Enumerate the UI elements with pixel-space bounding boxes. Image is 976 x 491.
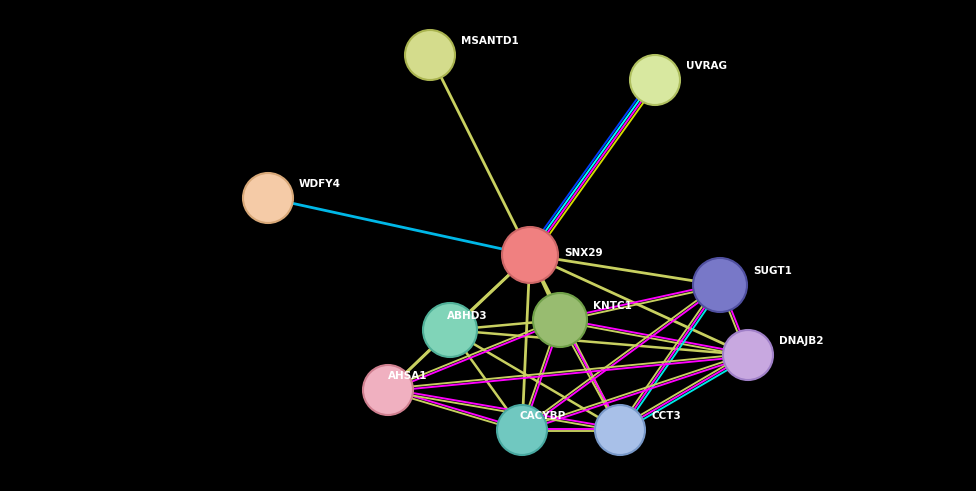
Text: MSANTD1: MSANTD1	[461, 36, 519, 46]
Ellipse shape	[693, 258, 747, 312]
Ellipse shape	[502, 227, 558, 283]
Ellipse shape	[423, 303, 477, 357]
Text: WDFY4: WDFY4	[299, 179, 341, 189]
Text: AHSA1: AHSA1	[388, 371, 427, 381]
Ellipse shape	[533, 293, 587, 347]
Text: CACYBP: CACYBP	[519, 411, 565, 421]
Ellipse shape	[243, 173, 293, 223]
Text: UVRAG: UVRAG	[686, 61, 727, 71]
Ellipse shape	[497, 405, 547, 455]
Text: CCT3: CCT3	[651, 411, 680, 421]
Ellipse shape	[630, 55, 680, 105]
Text: SUGT1: SUGT1	[753, 266, 792, 276]
Ellipse shape	[723, 330, 773, 380]
Ellipse shape	[595, 405, 645, 455]
Ellipse shape	[363, 365, 413, 415]
Text: SNX29: SNX29	[564, 248, 602, 258]
Text: KNTC1: KNTC1	[593, 301, 631, 311]
Ellipse shape	[405, 30, 455, 80]
Text: ABHD3: ABHD3	[447, 311, 488, 321]
Text: DNAJB2: DNAJB2	[779, 336, 824, 346]
